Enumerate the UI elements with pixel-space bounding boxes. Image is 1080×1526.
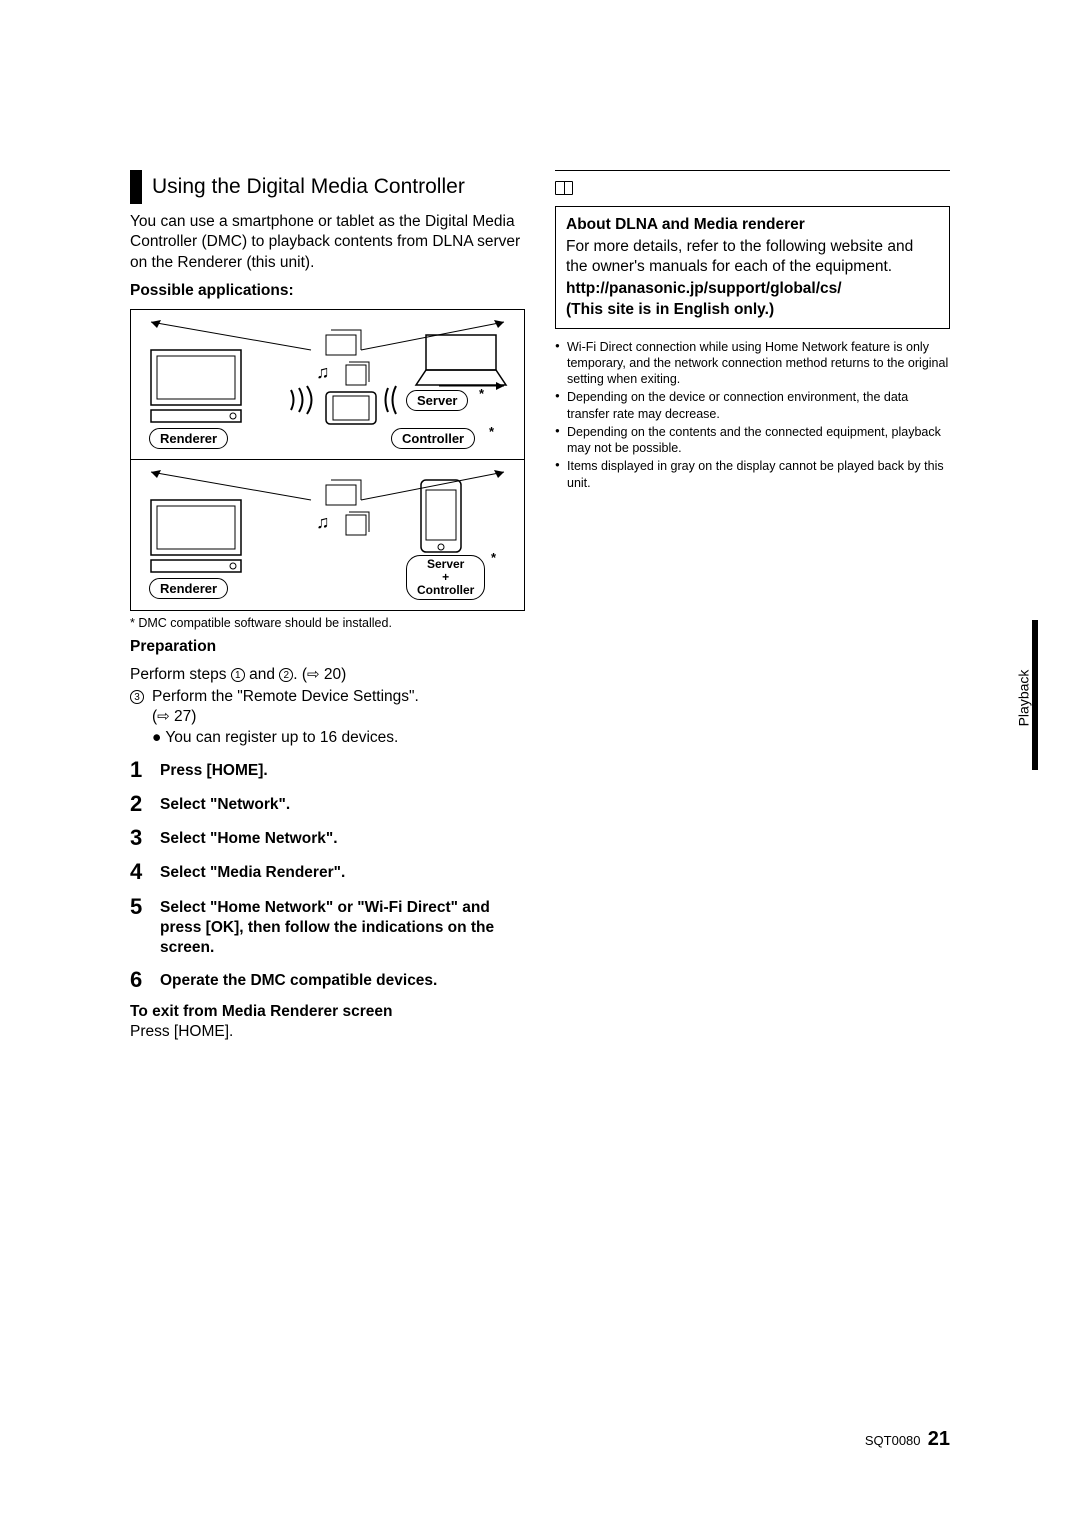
section-heading: Using the Digital Media Controller: [130, 170, 525, 204]
diagram-footnote: * DMC compatible software should be inst…: [130, 615, 525, 631]
callout-box: About DLNA and Media renderer For more d…: [555, 206, 950, 329]
server-pill-1: Server: [406, 390, 468, 411]
book-icon: [555, 181, 573, 195]
prep-line: Perform steps 1 and 2. (⇨ 20): [130, 665, 525, 685]
note-1: Wi-Fi Direct connection while using Home…: [555, 339, 950, 388]
svg-text:♫: ♫: [316, 362, 330, 382]
prep-item3-sub2: ● You can register up to 16 devices.: [152, 728, 419, 748]
side-tab: Playback: [1016, 620, 1038, 770]
intro-text: You can use a smartphone or tablet as th…: [130, 212, 525, 272]
heading-bar: [130, 170, 142, 204]
callout-url: http://panasonic.jp/support/global/cs/: [566, 279, 939, 299]
circled-1: 1: [231, 668, 245, 682]
asterisk-2: *: [491, 550, 496, 565]
exit-text: Press [HOME].: [130, 1022, 525, 1042]
renderer-pill-2: Renderer: [149, 578, 228, 599]
circled-3: 3: [130, 690, 144, 704]
step-1: 1 Press [HOME].: [130, 758, 525, 782]
controller-pill-1: Controller: [391, 428, 475, 449]
step-text-3: Select "Home Network".: [160, 826, 338, 849]
left-column: Using the Digital Media Controller You c…: [130, 170, 525, 1050]
right-column: About DLNA and Media renderer For more d…: [555, 170, 950, 1050]
asterisk-1b: *: [489, 424, 494, 439]
page-content: Using the Digital Media Controller You c…: [130, 170, 950, 1050]
callout-url-note: (This site is in English only.): [566, 300, 939, 320]
divider: [555, 170, 950, 171]
page-footer: SQT0080 21: [865, 1428, 950, 1451]
exit-heading: To exit from Media Renderer screen: [130, 1002, 525, 1022]
prep-item3-sub1: (⇨ 27): [152, 707, 419, 727]
step-num-5: 5: [130, 895, 160, 919]
step-num-6: 6: [130, 968, 160, 992]
side-tab-text: Playback: [1016, 670, 1032, 727]
step-list: 1 Press [HOME]. 2 Select "Network". 3 Se…: [130, 758, 525, 992]
step-num-2: 2: [130, 792, 160, 816]
notes-list: Wi-Fi Direct connection while using Home…: [555, 339, 950, 491]
subheading: Possible applications:: [130, 281, 525, 301]
server-controller-pill: Server+ Controller: [406, 555, 485, 601]
asterisk-1a: *: [479, 386, 484, 401]
footer-code: SQT0080: [865, 1433, 921, 1448]
renderer-pill-1: Renderer: [149, 428, 228, 449]
note-3: Depending on the contents and the connec…: [555, 424, 950, 457]
callout-body: For more details, refer to the following…: [566, 237, 939, 277]
step-3: 3 Select "Home Network".: [130, 826, 525, 850]
circled-2: 2: [279, 668, 293, 682]
step-6: 6 Operate the DMC compatible devices.: [130, 968, 525, 992]
page-number: 21: [928, 1428, 950, 1450]
heading-text: Using the Digital Media Controller: [152, 170, 465, 204]
svg-text:♫: ♫: [316, 512, 330, 532]
step-text-4: Select "Media Renderer".: [160, 860, 345, 883]
step-2: 2 Select "Network".: [130, 792, 525, 816]
diagram-box: ♫ Renderer Server Controller *: [130, 309, 525, 611]
note-2: Depending on the device or connection en…: [555, 389, 950, 422]
step-4: 4 Select "Media Renderer".: [130, 860, 525, 884]
step-num-3: 3: [130, 826, 160, 850]
callout-title: About DLNA and Media renderer: [566, 215, 939, 235]
step-text-1: Press [HOME].: [160, 758, 268, 781]
step-5: 5 Select "Home Network" or "Wi-Fi Direct…: [130, 895, 525, 958]
server-label-2: Server: [427, 557, 464, 571]
side-tab-bar: [1032, 620, 1038, 770]
controller-label-2: Controller: [417, 583, 474, 597]
step-text-2: Select "Network".: [160, 792, 290, 815]
prep-item-3: 3 Perform the "Remote Device Settings". …: [130, 687, 525, 747]
note-4: Items displayed in gray on the display c…: [555, 458, 950, 491]
diagram-panel-2: ♫ Renderer Server+ Controller *: [131, 460, 524, 610]
step-num-1: 1: [130, 758, 160, 782]
step-text-6: Operate the DMC compatible devices.: [160, 968, 437, 991]
step-text-5: Select "Home Network" or "Wi-Fi Direct" …: [160, 895, 525, 958]
prep-item3-text: Perform the "Remote Device Settings".: [152, 688, 419, 705]
step-num-4: 4: [130, 860, 160, 884]
prep-heading: Preparation: [130, 637, 525, 657]
diagram-panel-1: ♫ Renderer Server Controller *: [131, 310, 524, 460]
